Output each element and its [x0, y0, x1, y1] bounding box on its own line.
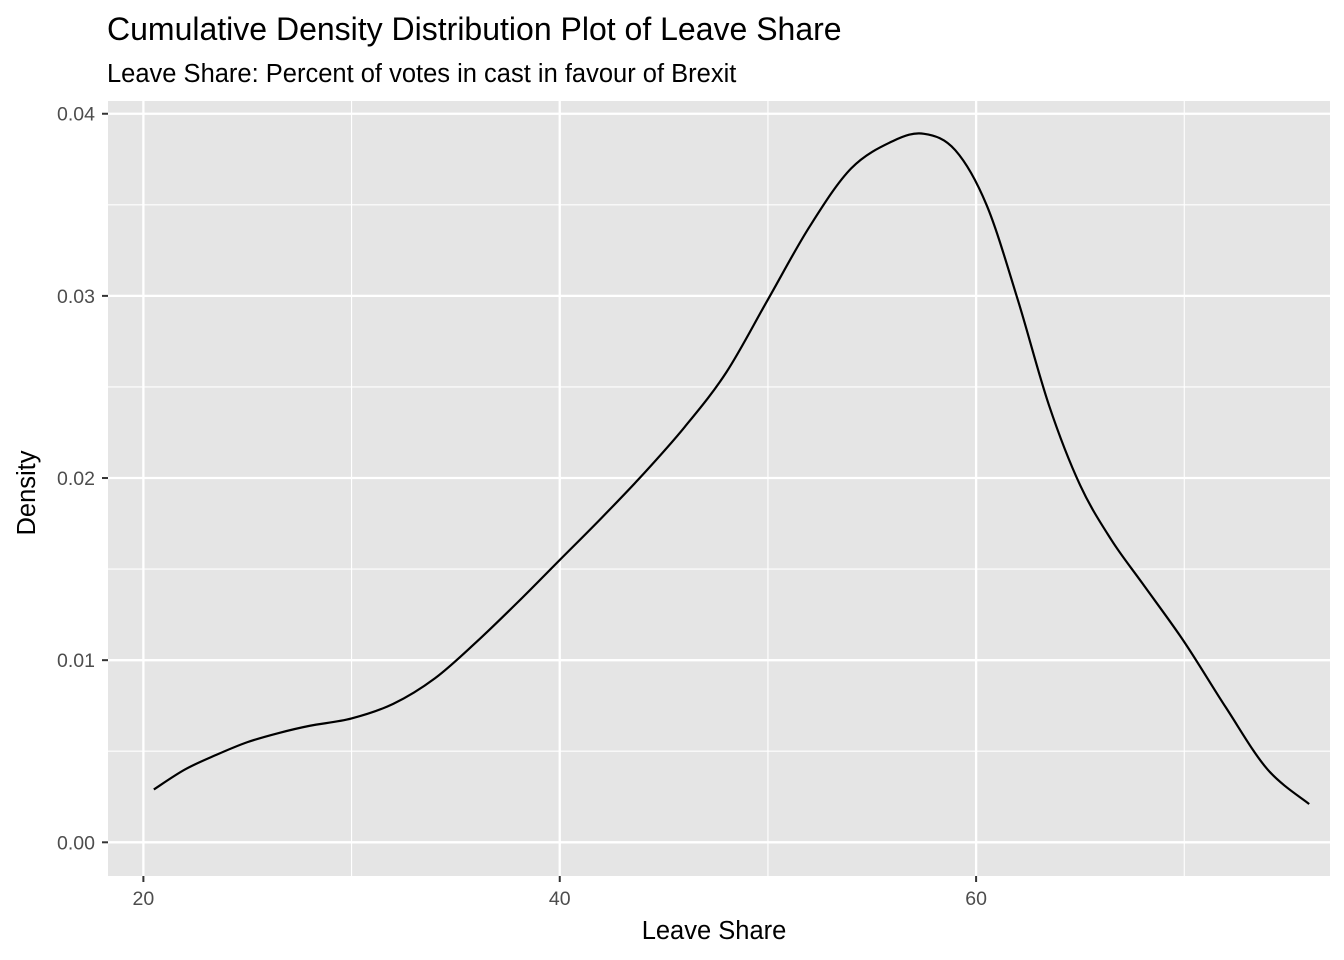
chart-subtitle: Leave Share: Percent of votes in cast in…	[107, 60, 736, 88]
x-tick-label: 60	[965, 888, 987, 910]
density-curve	[153, 132, 1310, 805]
chart-title: Cumulative Density Distribution Plot of …	[107, 11, 842, 47]
x-tick-label: 20	[133, 888, 155, 910]
y-tick-label: 0.02	[57, 468, 95, 490]
x-axis: 20 40 60	[133, 876, 987, 910]
y-axis-title: Density	[13, 450, 41, 535]
x-axis-title: Leave Share	[642, 917, 787, 945]
y-tick-label: 0.00	[57, 832, 95, 854]
major-gridlines	[108, 101, 1330, 876]
y-tick-label: 0.04	[57, 104, 95, 126]
plot-panel	[108, 101, 1330, 876]
y-axis: 0.00 0.01 0.02 0.03 0.04	[57, 104, 108, 854]
x-tick-label: 40	[549, 888, 571, 910]
y-tick-label: 0.01	[57, 650, 95, 672]
series-layer	[153, 132, 1310, 805]
minor-gridlines	[108, 101, 1330, 876]
y-tick-label: 0.03	[57, 286, 95, 308]
